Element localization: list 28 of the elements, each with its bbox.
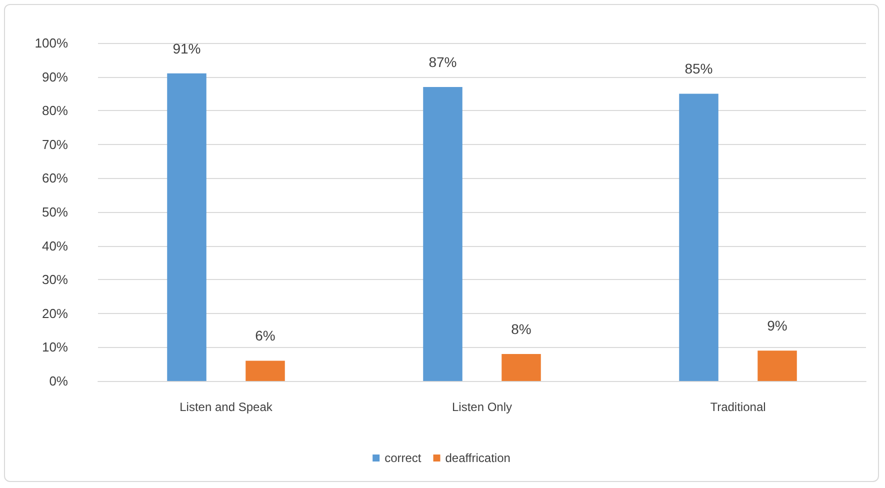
data-label: 87% (428, 54, 457, 70)
legend-label: deaffrication (445, 451, 510, 465)
y-tick-label: 60% (42, 170, 68, 186)
y-tick-label: 0% (49, 374, 68, 388)
y-tick-label: 90% (42, 69, 68, 84)
data-label: 9% (767, 318, 788, 334)
y-tick-label: 10% (42, 340, 68, 355)
data-label: 6% (255, 328, 276, 344)
y-tick-label: 70% (42, 136, 68, 152)
x-tick-label: Listen Only (452, 400, 512, 414)
bar (758, 350, 797, 381)
bar (502, 354, 541, 381)
x-tick-label: Traditional (710, 400, 766, 414)
y-tick-label: 50% (42, 204, 68, 220)
y-tick-label: 20% (42, 306, 68, 321)
bar (423, 86, 462, 381)
data-label: 8% (511, 320, 532, 337)
y-tick-label: 40% (42, 238, 68, 254)
y-tick-label: 100% (34, 36, 68, 50)
legend-label: correct (384, 451, 422, 465)
x-tick-label: Listen and Speak (180, 400, 274, 414)
y-tick-label: 80% (42, 103, 68, 118)
data-label: 91% (172, 40, 201, 56)
bar (679, 94, 718, 381)
bar (167, 73, 206, 381)
data-label: 85% (684, 60, 713, 77)
bar (246, 360, 285, 381)
y-tick-label: 30% (42, 272, 68, 288)
